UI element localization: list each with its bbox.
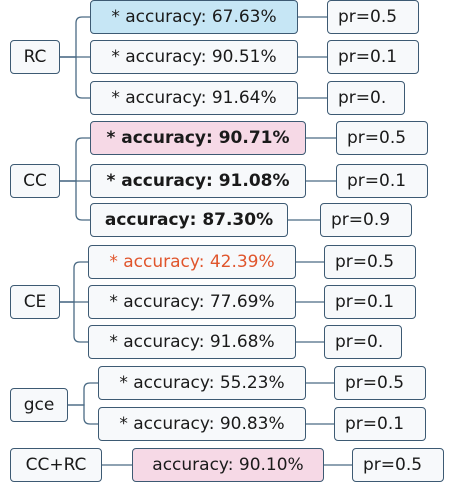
branch-connector bbox=[60, 301, 88, 343]
accuracy-node[interactable]: * accuracy: 77.69% bbox=[88, 285, 296, 319]
accuracy-node[interactable]: * accuracy: 91.08% bbox=[90, 164, 306, 198]
pr-node[interactable]: pr=0.1 bbox=[324, 285, 416, 319]
pr-node[interactable]: pr=0.1 bbox=[336, 164, 428, 198]
branch-connector bbox=[60, 180, 90, 221]
accuracy-node[interactable]: * accuracy: 42.39% bbox=[88, 245, 296, 279]
pr-node[interactable]: pr=0.5 bbox=[352, 448, 444, 482]
branch-connector bbox=[60, 56, 90, 99]
root-node-ce[interactable]: CE bbox=[10, 285, 60, 319]
accuracy-node[interactable]: * accuracy: 91.64% bbox=[90, 81, 298, 115]
accuracy-node[interactable]: * accuracy: 55.23% bbox=[98, 366, 306, 400]
pr-node[interactable]: pr=0.1 bbox=[327, 40, 419, 74]
pr-node[interactable]: pr=0.1 bbox=[334, 407, 426, 441]
accuracy-node[interactable]: * accuracy: 90.71% bbox=[90, 121, 306, 155]
branch-connector bbox=[60, 137, 90, 182]
root-node-rc[interactable]: RC bbox=[10, 40, 60, 74]
accuracy-node[interactable]: * accuracy: 90.51% bbox=[90, 40, 298, 74]
accuracy-node[interactable]: accuracy: 90.10% bbox=[132, 448, 324, 482]
branch-connector bbox=[68, 382, 98, 406]
branch-connector bbox=[60, 16, 90, 58]
branch-connector bbox=[68, 404, 98, 425]
root-node-gce[interactable]: gce bbox=[10, 388, 68, 422]
accuracy-node[interactable]: * accuracy: 91.68% bbox=[88, 325, 296, 359]
branch-connector bbox=[60, 261, 88, 303]
pr-node[interactable]: pr=0. bbox=[327, 81, 405, 115]
pr-node[interactable]: pr=0. bbox=[324, 325, 402, 359]
pr-node[interactable]: pr=0.5 bbox=[334, 366, 426, 400]
accuracy-node[interactable]: * accuracy: 90.83% bbox=[98, 407, 306, 441]
root-node-cc[interactable]: CC bbox=[10, 164, 60, 198]
accuracy-node[interactable]: * accuracy: 67.63% bbox=[90, 0, 298, 34]
pr-node[interactable]: pr=0.5 bbox=[327, 0, 419, 34]
pr-node[interactable]: pr=0.5 bbox=[324, 245, 416, 279]
pr-node[interactable]: pr=0.9 bbox=[320, 203, 412, 237]
accuracy-node[interactable]: accuracy: 87.30% bbox=[90, 203, 288, 237]
root-node-cc-rc[interactable]: CC+RC bbox=[10, 448, 102, 482]
pr-node[interactable]: pr=0.5 bbox=[336, 121, 428, 155]
